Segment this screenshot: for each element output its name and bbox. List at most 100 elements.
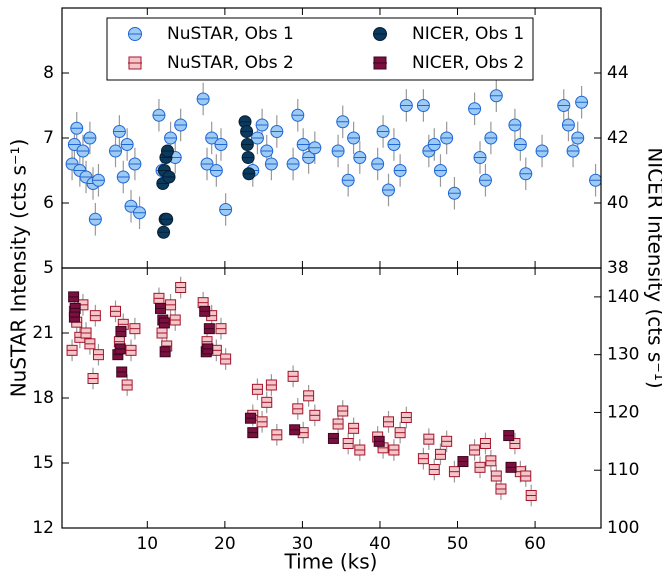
marker: [341, 173, 355, 187]
y2-tick-label: 110: [607, 460, 639, 480]
marker: [265, 379, 277, 391]
y2-tick-label: 100: [607, 518, 639, 538]
legend-label: NICER, Obs 1: [412, 24, 524, 44]
marker: [256, 416, 268, 428]
marker: [303, 390, 315, 402]
marker: [337, 405, 349, 417]
marker: [169, 314, 181, 326]
marker: [76, 144, 90, 158]
marker: [153, 292, 165, 304]
y2-axis-label: NICER Intensity (cts s⁻¹): [644, 147, 662, 388]
marker: [87, 373, 99, 384]
y2-tick-label: 140: [607, 287, 639, 307]
marker: [160, 212, 174, 226]
marker: [129, 323, 141, 335]
marker: [112, 125, 126, 138]
marker: [478, 173, 492, 187]
marker: [376, 125, 390, 138]
marker: [116, 170, 130, 184]
y2-tick-label: 44: [607, 63, 629, 83]
marker: [202, 343, 214, 355]
marker: [292, 403, 304, 415]
marker: [133, 206, 147, 220]
marker: [255, 118, 269, 132]
marker: [89, 310, 101, 322]
marker: [474, 461, 486, 473]
marker: [165, 299, 177, 311]
marker: [440, 131, 454, 145]
marker: [332, 418, 344, 430]
marker: [479, 438, 491, 449]
y-tick-label: 18: [32, 388, 54, 408]
x-tick-label: 30: [292, 534, 314, 554]
marker: [434, 448, 446, 460]
plot-area: [65, 79, 601, 239]
legend-label: NICER, Obs 2: [412, 53, 524, 73]
marker: [92, 349, 104, 361]
marker: [291, 108, 305, 122]
legend-marker: [128, 27, 142, 41]
marker: [383, 416, 395, 428]
marker: [382, 183, 396, 197]
marker: [348, 422, 360, 434]
marker: [525, 490, 537, 501]
marker: [308, 141, 322, 155]
marker: [219, 203, 233, 216]
marker: [393, 164, 407, 177]
marker: [66, 344, 78, 356]
marker: [468, 102, 482, 116]
y-tick-label: 5: [43, 258, 54, 278]
marker: [128, 157, 142, 171]
marker: [156, 327, 168, 339]
x-tick-label: 20: [214, 534, 236, 554]
marker: [164, 131, 178, 145]
marker: [270, 125, 284, 138]
marker: [88, 212, 102, 226]
marker: [354, 444, 366, 456]
marker: [124, 199, 138, 213]
marker: [261, 396, 273, 408]
marker: [215, 323, 227, 335]
y2-tick-label: 42: [607, 128, 629, 148]
marker: [399, 99, 413, 112]
marker: [423, 433, 435, 445]
marker: [433, 164, 447, 177]
marker: [513, 138, 527, 151]
marker: [484, 131, 498, 145]
marker: [271, 429, 283, 441]
marker: [240, 138, 254, 151]
marker: [175, 282, 187, 293]
marker: [388, 444, 400, 456]
marker: [244, 412, 256, 424]
marker: [91, 173, 105, 187]
legend: NuSTAR, Obs 1 NuSTAR, Obs 2 NICER, Obs 1 NI…: [106, 17, 534, 81]
marker: [428, 464, 440, 475]
x-tick-label: 50: [447, 534, 469, 554]
marker: [505, 461, 517, 473]
marker: [287, 370, 299, 382]
marker: [561, 118, 575, 132]
marker: [373, 435, 385, 447]
legend-marker: [373, 27, 387, 41]
y2-tick-label: 38: [607, 258, 629, 278]
y-tick-label: 12: [32, 518, 54, 538]
marker: [84, 338, 96, 350]
marker: [110, 305, 122, 317]
marker: [557, 99, 571, 112]
legend-label: NuSTAR, Obs 2: [167, 53, 294, 73]
marker: [509, 438, 521, 449]
y2-tick-label: 130: [607, 345, 639, 365]
marker: [115, 326, 127, 338]
marker: [371, 157, 385, 171]
marker: [199, 305, 211, 317]
marker: [296, 138, 310, 151]
marker: [508, 118, 522, 132]
marker: [83, 131, 97, 145]
marker: [286, 157, 300, 171]
marker: [309, 409, 321, 421]
marker: [200, 157, 214, 171]
marker: [247, 427, 259, 439]
marker: [289, 424, 301, 436]
marker: [162, 170, 176, 184]
